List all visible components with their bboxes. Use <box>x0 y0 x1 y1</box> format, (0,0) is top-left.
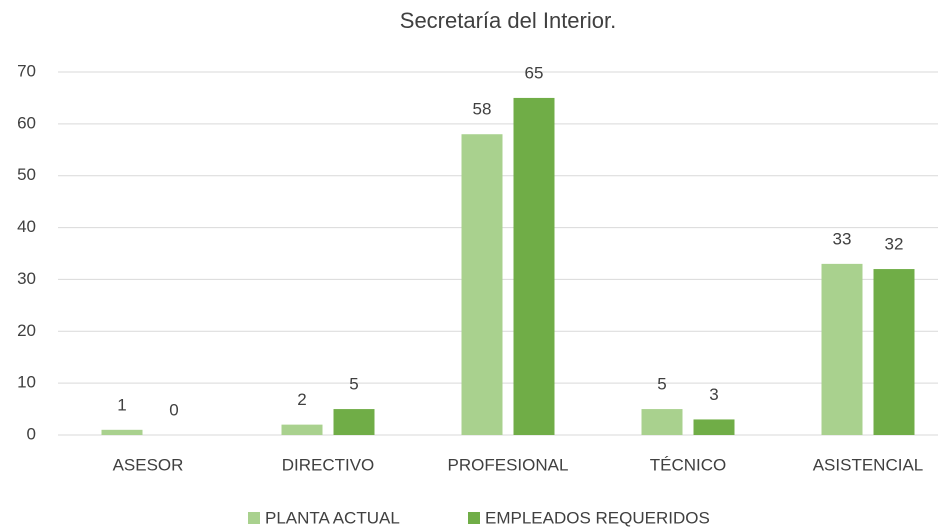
y-tick-label: 40 <box>17 217 36 236</box>
x-tick-label: PROFESIONAL <box>448 455 569 474</box>
data-label: 1 <box>117 395 126 414</box>
chart-title: Secretaría del Interior. <box>400 8 616 33</box>
data-label: 33 <box>833 229 852 248</box>
bar <box>693 419 735 435</box>
legend-swatch <box>468 512 480 524</box>
x-tick-label: TÉCNICO <box>650 455 727 474</box>
bar <box>101 429 143 435</box>
data-label: 2 <box>297 390 306 409</box>
data-label: 0 <box>169 400 178 419</box>
y-tick-label: 10 <box>17 373 36 392</box>
bar <box>821 263 863 435</box>
data-label: 5 <box>349 375 358 394</box>
data-label: 65 <box>525 63 544 82</box>
legend-label: PLANTA ACTUAL <box>265 508 400 527</box>
x-tick-label: ASESOR <box>113 455 184 474</box>
bar <box>513 97 555 435</box>
y-tick-label: 70 <box>17 61 36 80</box>
bar <box>333 409 375 435</box>
x-tick-label: DIRECTIVO <box>282 455 375 474</box>
bar <box>873 269 915 435</box>
data-label: 5 <box>657 375 666 394</box>
bar <box>281 424 323 435</box>
y-tick-label: 30 <box>17 269 36 288</box>
legend-swatch <box>248 512 260 524</box>
y-tick-label: 0 <box>27 424 36 443</box>
bar <box>641 409 683 435</box>
y-tick-label: 50 <box>17 165 36 184</box>
y-tick-label: 60 <box>17 113 36 132</box>
data-label: 32 <box>885 235 904 254</box>
y-tick-label: 20 <box>17 321 36 340</box>
data-label: 58 <box>473 100 492 119</box>
legend-label: EMPLEADOS REQUERIDOS <box>485 508 710 527</box>
bar <box>461 134 503 435</box>
x-tick-label: ASISTENCIAL <box>813 455 924 474</box>
data-label: 3 <box>709 385 718 404</box>
